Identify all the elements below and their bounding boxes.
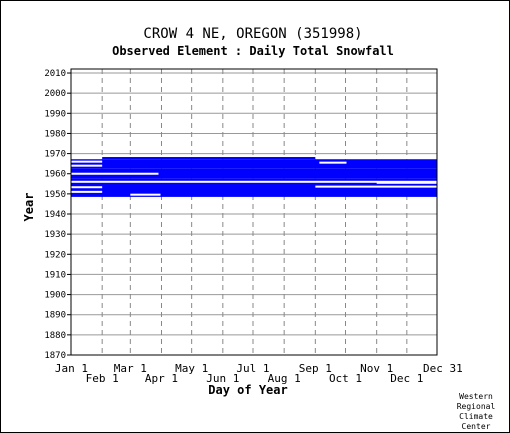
y-tick-label: 1900 bbox=[44, 291, 66, 301]
x-tick-label: Dec 31 bbox=[423, 362, 463, 375]
data-block bbox=[102, 157, 316, 160]
data-gap bbox=[71, 180, 437, 183]
data-gap bbox=[71, 160, 103, 163]
x-tick-label: Apr 1 bbox=[145, 372, 178, 385]
x-tick-label: Nov 1 bbox=[360, 362, 393, 375]
y-tick-label: 1970 bbox=[44, 150, 66, 160]
data-gap bbox=[71, 186, 103, 189]
data-gap bbox=[71, 172, 159, 175]
x-tick-label: Mar 1 bbox=[114, 362, 147, 375]
data-gap bbox=[71, 190, 103, 193]
y-tick-label: 1930 bbox=[44, 230, 66, 240]
y-tick-label: 1950 bbox=[44, 190, 66, 200]
x-tick-label: Oct 1 bbox=[329, 372, 362, 385]
y-tick-label: 1870 bbox=[44, 351, 66, 361]
x-tick-label: Jul 1 bbox=[236, 362, 269, 375]
chart-subtitle: Observed Element : Daily Total Snowfall bbox=[112, 44, 394, 58]
data-block bbox=[71, 159, 437, 169]
x-tick-label: Aug 1 bbox=[268, 372, 301, 385]
y-tick-label: 1990 bbox=[44, 109, 66, 119]
x-tick-label: May 1 bbox=[175, 362, 208, 375]
y-tick-label: 1920 bbox=[44, 250, 66, 260]
y-tick-label: 1940 bbox=[44, 210, 66, 220]
credit-line: Climate bbox=[459, 412, 493, 421]
y-tick-label: 2000 bbox=[44, 89, 66, 99]
data-gap bbox=[319, 161, 347, 164]
x-tick-label: Jan 1 bbox=[55, 362, 88, 375]
y-tick-label: 1980 bbox=[44, 129, 66, 139]
data-gap bbox=[71, 164, 103, 167]
y-tick-label: 1890 bbox=[44, 311, 66, 321]
x-tick-label: Dec 1 bbox=[390, 372, 423, 385]
data-block bbox=[71, 178, 437, 197]
credit-line: Regional bbox=[457, 402, 496, 411]
data-gap bbox=[130, 193, 161, 196]
credit-line: Western bbox=[459, 392, 493, 401]
credit-line: Center bbox=[462, 422, 491, 431]
data-gap bbox=[376, 181, 437, 184]
y-tick-label: 1960 bbox=[44, 170, 66, 180]
data-gap bbox=[315, 185, 437, 188]
x-axis-label: Day of Year bbox=[208, 383, 287, 397]
y-tick-label: 1910 bbox=[44, 270, 66, 280]
data-block bbox=[71, 168, 437, 179]
x-tick-label: Sep 1 bbox=[299, 362, 332, 375]
x-tick-label: Feb 1 bbox=[86, 372, 119, 385]
x-tick-label: Jun 1 bbox=[206, 372, 239, 385]
plot-border bbox=[70, 68, 438, 356]
y-tick-label: 2010 bbox=[44, 69, 66, 79]
y-tick-label: 1880 bbox=[44, 331, 66, 341]
chart-title: CROW 4 NE, OREGON (351998) bbox=[143, 26, 362, 42]
y-axis-label: Year bbox=[22, 193, 36, 222]
plot-area: 1870 1880 1890 1900 1910 1920 1930 1940 1950 1960… bbox=[44, 68, 463, 385]
